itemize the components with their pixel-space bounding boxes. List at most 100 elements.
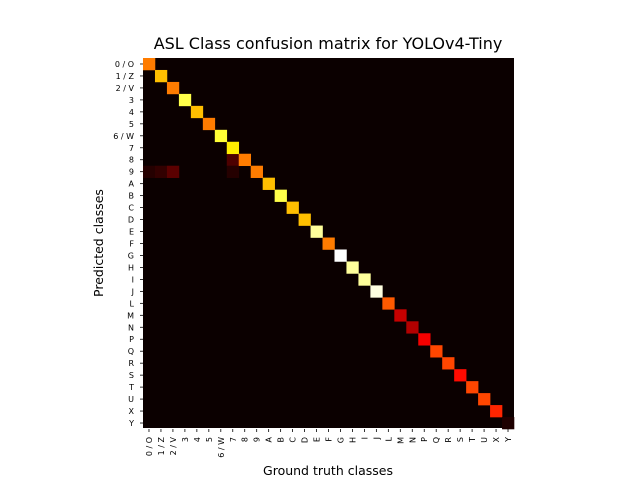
x-tick-label: R: [444, 437, 453, 443]
x-tick-label: J: [372, 437, 381, 440]
heatmap-cells: [143, 58, 515, 430]
x-tick-label: 6 / W: [217, 437, 226, 458]
chart-title: ASL Class confusion matrix for YOLOv4-Ti…: [154, 34, 503, 53]
y-tick-label: D: [128, 216, 134, 225]
y-tick-label: 6 / W: [113, 132, 134, 141]
heatmap-cell-24-24: [430, 345, 443, 358]
x-tick-label: Y: [504, 437, 513, 443]
x-tick-label: B: [277, 437, 286, 443]
x-tick-label: H: [348, 437, 357, 443]
x-tick-label: L: [384, 436, 393, 441]
x-tick-label: 1 / Z: [157, 436, 166, 455]
y-tick-label: I: [132, 275, 134, 284]
y-tick-label: C: [128, 204, 134, 213]
y-tick-label: M: [127, 311, 134, 320]
x-tick-label: N: [408, 437, 417, 443]
y-tick-label: E: [129, 228, 134, 237]
x-tick-label: M: [396, 437, 405, 444]
y-tick-label: 3: [129, 96, 134, 105]
x-tick-label: P: [420, 437, 429, 442]
x-tick-label: E: [313, 437, 322, 442]
y-tick-label: P: [129, 335, 134, 344]
heatmap-cell-19-19: [370, 285, 383, 298]
heatmap-cell-9-1: [154, 165, 168, 178]
heatmap-cell-9-2: [166, 165, 180, 178]
heatmap-cell-3-3: [178, 93, 192, 107]
x-tick-label: 5: [205, 437, 214, 442]
heatmap-cell-17-17: [346, 261, 359, 274]
heatmap-cell-8-7: [226, 153, 240, 167]
y-tick-label: X: [129, 407, 135, 416]
x-tick-label: 4: [193, 437, 202, 442]
heatmap-plot-area: [143, 58, 515, 430]
heatmap-cell-23-23: [418, 333, 431, 346]
y-tick-label: 5: [129, 120, 134, 129]
heatmap-cell-25-25: [442, 357, 455, 370]
x-tick-label: I: [360, 437, 369, 439]
heatmap-cell-21-21: [394, 309, 407, 322]
x-tick-label: Q: [432, 437, 441, 443]
heatmap-cell-22-22: [406, 321, 419, 334]
y-tick-labels: 0 / O 1 / Z 2 / V 3 4 5 6 / W 7 8 9 ABCDEFGHIJLMNP…: [113, 60, 143, 428]
y-tick-label: U: [128, 395, 134, 404]
heatmap-cell-10-10: [262, 177, 275, 190]
y-tick-label: R: [128, 359, 134, 368]
heatmap-cell-8-8: [238, 153, 252, 167]
x-tick-label: 8: [241, 437, 250, 442]
y-tick-label: Q: [128, 347, 134, 356]
heatmap-cell-2-2: [166, 81, 180, 95]
x-tick-label: T: [468, 437, 477, 443]
x-tick-label: U: [480, 437, 489, 443]
y-tick-label: J: [131, 287, 134, 296]
heatmap-cell-11-11: [274, 189, 287, 202]
heatmap-cell-12-12: [286, 201, 299, 214]
heatmap-cell-13-13: [298, 213, 311, 226]
heatmap-cell-0-0: [143, 58, 156, 71]
x-tick-label: X: [492, 436, 501, 442]
y-tick-label: F: [129, 240, 134, 249]
heatmap-cell-4-4: [190, 105, 204, 119]
x-tick-label: C: [289, 437, 298, 443]
y-tick-label: 4: [129, 108, 134, 117]
heatmap-cell-1-1: [154, 69, 168, 83]
y-tick-label: H: [128, 263, 134, 272]
y-tick-label: 9: [129, 168, 134, 177]
x-tick-label: 7: [229, 437, 238, 442]
x-tick-label: 0 / O: [145, 437, 154, 456]
x-tick-label: D: [301, 437, 310, 443]
heatmap-cell-5-5: [202, 117, 216, 131]
y-tick-label: L: [130, 299, 135, 308]
heatmap-cell-28-28: [478, 393, 491, 406]
x-tick-label: F: [325, 437, 334, 442]
x-tick-label: A: [265, 436, 274, 442]
y-tick-label: N: [128, 323, 134, 332]
heatmap-cell-26-26: [454, 369, 467, 382]
heatmap-cell-9-9: [250, 165, 263, 178]
x-tick-label: G: [336, 437, 345, 443]
heatmap-cell-29-29: [490, 405, 503, 418]
heatmap-cell-15-15: [322, 237, 335, 250]
heatmap-cell-18-18: [358, 273, 371, 286]
heatmap-cell-20-20: [382, 297, 395, 310]
y-tick-label: 8: [129, 156, 134, 165]
y-tick-label: 7: [129, 144, 134, 153]
heatmap-cell-6-6: [214, 129, 228, 143]
y-axis-label: Predicted classes: [91, 189, 106, 297]
y-tick-label: 1 / Z: [116, 72, 135, 81]
heatmap-cell-27-27: [466, 381, 479, 394]
heatmap-cell-14-14: [310, 225, 323, 238]
y-tick-label: G: [128, 251, 134, 260]
heatmap-cell-9-0: [143, 165, 156, 178]
y-tick-label: S: [129, 371, 134, 380]
heatmap-cell-16-16: [334, 249, 347, 262]
y-tick-label: B: [129, 192, 135, 201]
y-tick-label: 0 / O: [115, 60, 134, 69]
y-tick-label: A: [129, 180, 135, 189]
x-tick-label: 9: [253, 437, 262, 442]
x-tick-label: S: [456, 437, 465, 442]
heatmap-cell-9-7: [226, 165, 240, 178]
x-axis-label: Ground truth classes: [263, 463, 393, 478]
y-tick-label: T: [128, 383, 134, 392]
x-tick-label: 3: [181, 437, 190, 442]
